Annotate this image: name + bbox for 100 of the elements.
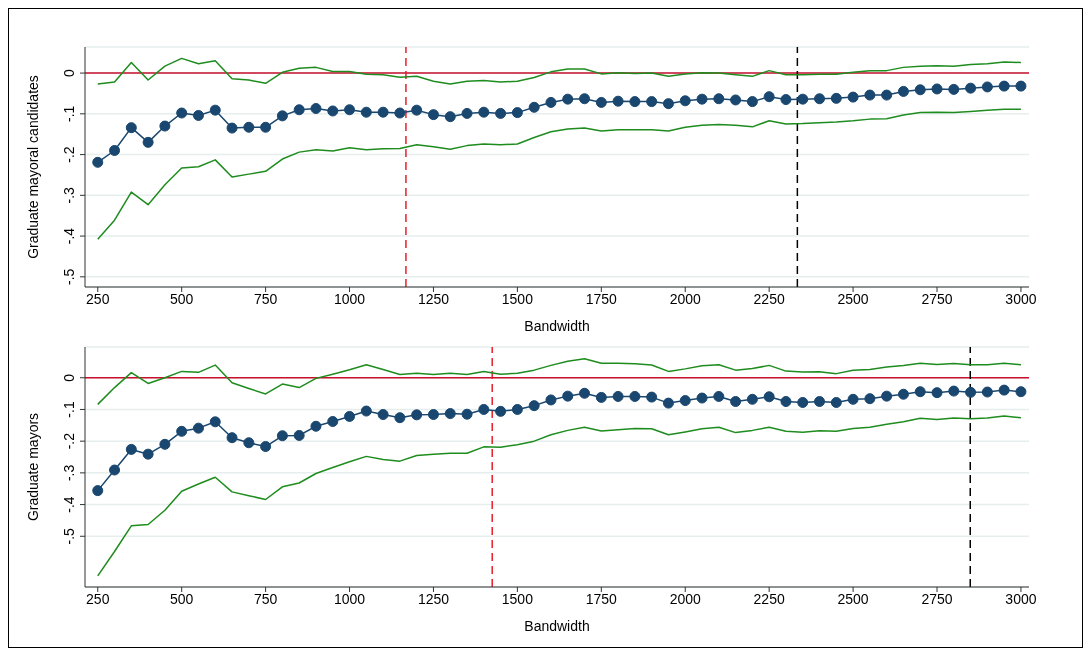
y-tick-label: 0 <box>61 68 77 77</box>
point <box>92 156 104 168</box>
point <box>92 485 104 497</box>
x-tick-label: 250 <box>86 290 110 307</box>
point <box>276 430 288 442</box>
y-tick-label: 0 <box>61 373 77 382</box>
point <box>679 95 691 107</box>
point <box>226 432 238 444</box>
y-tick-label: -.1 <box>61 401 77 418</box>
point <box>730 396 742 408</box>
point <box>344 410 356 422</box>
point <box>411 409 423 421</box>
point <box>1015 386 1027 398</box>
point <box>595 96 607 108</box>
point <box>864 89 876 101</box>
point <box>931 83 943 95</box>
point <box>814 93 826 105</box>
point <box>998 80 1010 92</box>
x-tick-label: 3000 <box>1005 590 1037 607</box>
x-tick-label: 1250 <box>417 590 450 607</box>
point <box>176 425 188 437</box>
line-series <box>97 415 1022 577</box>
point <box>209 104 221 116</box>
point <box>159 120 171 132</box>
x-tick-label: 1000 <box>333 290 366 307</box>
y-tick-label: -.1 <box>61 105 77 122</box>
point <box>847 393 859 405</box>
point <box>998 384 1010 396</box>
x-tick-label: 500 <box>170 590 194 607</box>
point <box>327 416 339 427</box>
point <box>830 396 842 408</box>
point <box>746 393 758 405</box>
point <box>662 397 674 409</box>
point <box>444 408 456 420</box>
point <box>427 409 439 421</box>
point <box>109 145 121 156</box>
point <box>478 403 490 415</box>
point <box>411 104 423 116</box>
y-tick-label: -.2 <box>61 146 77 163</box>
point <box>897 388 909 400</box>
point <box>981 386 993 398</box>
point <box>730 94 742 106</box>
x-tick-label: 2250 <box>753 590 785 607</box>
point <box>260 441 272 453</box>
x-tick-label: 750 <box>253 290 278 307</box>
point <box>763 391 775 403</box>
point <box>864 393 876 405</box>
y-tick-label: -.5 <box>61 527 77 545</box>
line-series <box>97 57 1022 85</box>
point <box>192 109 204 121</box>
point <box>394 107 406 119</box>
x-tick-label: 250 <box>86 590 110 607</box>
x-tick-label: 2500 <box>837 290 869 307</box>
line-series <box>97 357 1022 406</box>
y-axis-title: Graduate mayoral candidates <box>24 75 41 259</box>
point <box>427 109 439 121</box>
point <box>713 93 725 105</box>
point <box>579 387 591 399</box>
point <box>696 392 708 404</box>
x-tick-label: 2000 <box>669 290 702 307</box>
point <box>797 396 809 408</box>
point <box>646 96 658 108</box>
point <box>192 422 204 434</box>
point <box>159 438 171 450</box>
x-axis-title: Bandwidth <box>524 318 590 334</box>
point <box>847 91 859 103</box>
point <box>360 405 372 417</box>
x-tick-label: 500 <box>170 290 194 307</box>
point <box>461 107 473 119</box>
point <box>948 83 960 95</box>
point <box>629 390 641 402</box>
x-tick-label: 1500 <box>501 290 534 307</box>
point <box>545 394 557 406</box>
point <box>679 395 691 407</box>
point <box>310 420 322 432</box>
point <box>1015 80 1027 92</box>
point <box>293 429 305 441</box>
x-tick-label: 2750 <box>921 590 953 607</box>
y-tick-label: -.2 <box>61 432 77 450</box>
point <box>243 437 255 449</box>
point <box>109 464 121 476</box>
x-tick-label: 1750 <box>585 590 618 607</box>
point <box>881 89 893 101</box>
point <box>377 409 389 421</box>
point <box>243 121 255 133</box>
point <box>814 396 826 408</box>
point <box>612 95 624 107</box>
point <box>511 403 523 415</box>
point <box>965 386 977 398</box>
x-tick-label: 3000 <box>1005 290 1037 307</box>
y-tick-label: -.3 <box>61 464 77 482</box>
point <box>897 85 909 97</box>
point <box>579 93 591 105</box>
point <box>830 92 842 104</box>
point <box>797 93 809 105</box>
point <box>360 106 372 118</box>
point <box>293 104 305 116</box>
y-tick-label: -.4 <box>61 496 77 513</box>
x-tick-label: 750 <box>253 590 278 607</box>
point <box>981 81 993 93</box>
